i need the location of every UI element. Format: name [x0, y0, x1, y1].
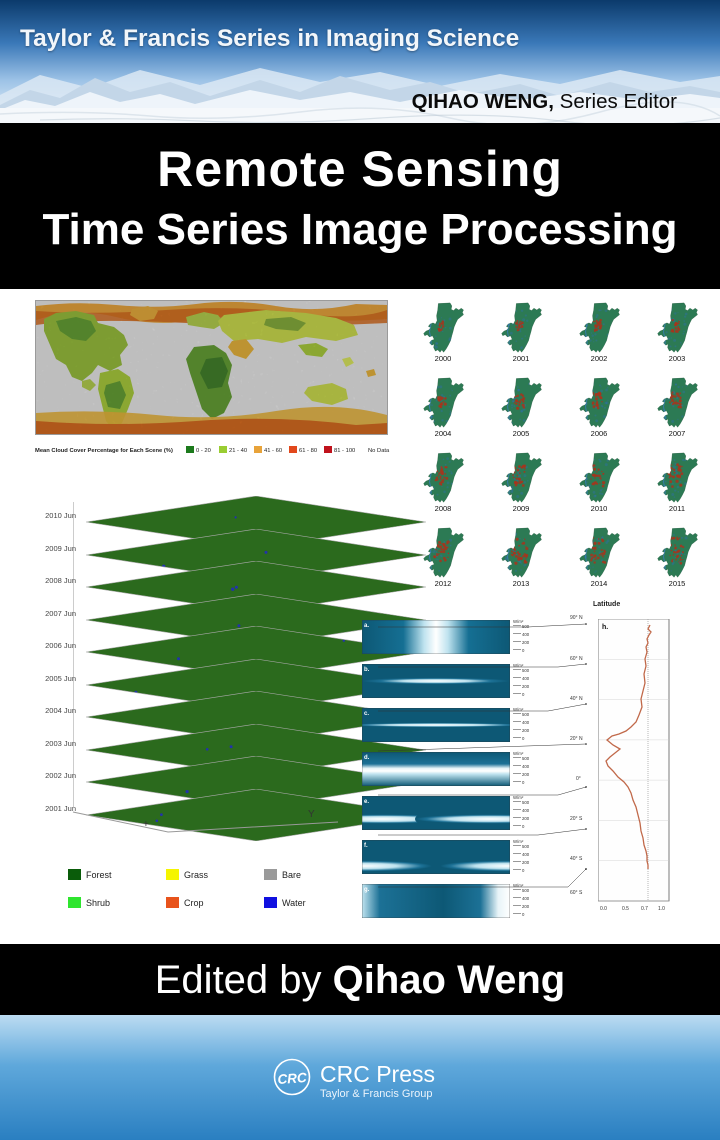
- svg-text:1.0: 1.0: [658, 906, 665, 912]
- svg-text:0.7: 0.7: [641, 906, 648, 912]
- svg-text:0.5: 0.5: [622, 906, 629, 912]
- svg-text:0.0: 0.0: [600, 906, 607, 912]
- svg-text:h.: h.: [602, 624, 608, 631]
- svg-text:c.: c.: [364, 711, 369, 717]
- svg-text:b.: b.: [364, 667, 370, 673]
- svg-text:CRC: CRC: [277, 1070, 307, 1087]
- svg-text:d.: d.: [364, 755, 370, 761]
- svg-text:f.: f.: [364, 843, 368, 849]
- svg-text:e.: e.: [364, 799, 369, 805]
- svg-text:a.: a.: [364, 623, 369, 629]
- svg-text:g.: g.: [364, 887, 370, 893]
